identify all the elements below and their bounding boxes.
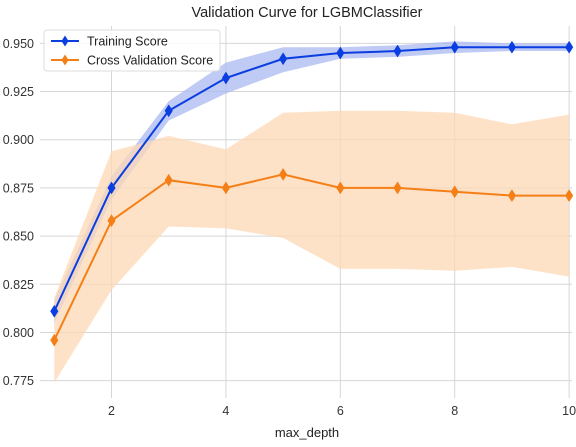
x-tick-label: 2: [108, 404, 115, 418]
plot-area: [40, 26, 574, 398]
y-tick-label: 0.875: [3, 181, 34, 195]
y-tick-label: 0.900: [3, 133, 34, 147]
training-score-point: [221, 71, 231, 85]
y-tick-label: 0.800: [3, 326, 34, 340]
chart-title: Validation Curve for LGBMClassifier: [191, 5, 422, 21]
cross-validation-score-point: [50, 333, 59, 347]
x-tick-label: 6: [337, 404, 344, 418]
cross-validation-score-band: [54, 110, 570, 383]
y-tick-label: 0.775: [3, 374, 34, 388]
tick-labels: 0.775 0.800 0.825 0.850 0.875 0.900 0.925 0.950…: [3, 37, 576, 418]
training-score-point: [164, 104, 173, 118]
cross-validation-score-line: [53, 173, 570, 341]
cross-validation-score-point: [107, 214, 116, 228]
y-tick-label: 0.925: [3, 85, 34, 99]
training-score-point: [507, 40, 517, 54]
cross-validation-score-point: [507, 189, 517, 203]
cross-validation-score-point: [279, 167, 288, 181]
training-score-point: [336, 46, 345, 60]
legend-cross-validation-score-label: Cross Validation Score: [87, 54, 213, 68]
x-tick-label: 10: [562, 404, 576, 418]
cross-validation-score-point: [393, 181, 402, 195]
cross-validation-score-point: [450, 185, 459, 199]
legend-box: [43, 29, 221, 72]
cross-validation-score-point: [164, 173, 173, 187]
cross-validation-score-point: [336, 181, 345, 195]
confidence-bands: [54, 41, 570, 383]
cross-validation-score-point: [565, 189, 574, 203]
x-tick-label: 8: [451, 404, 458, 418]
training-score-point: [50, 304, 59, 318]
y-tick-label: 0.950: [3, 37, 34, 51]
training-score-band: [54, 41, 570, 323]
training-score-line: [53, 46, 570, 312]
y-tick-label: 0.850: [3, 230, 34, 244]
training-score-point: [393, 44, 402, 58]
x-tick-label: 4: [222, 404, 229, 418]
training-score-point: [450, 40, 459, 54]
cross-validation-score-point: [221, 181, 231, 195]
y-tick-label: 0.825: [3, 278, 34, 292]
training-score-point: [107, 181, 116, 195]
x-axis-label: max_depth: [275, 425, 339, 440]
training-score-point: [279, 52, 288, 66]
series-lines: [50, 40, 574, 347]
legend-cross-validation-score-marker: [61, 54, 69, 66]
legend-training-score-label: Training Score: [87, 35, 168, 49]
legend: Training Score Cross Validation Score: [43, 29, 221, 72]
training-score-point: [565, 40, 574, 54]
legend-training-score-marker: [61, 35, 69, 47]
